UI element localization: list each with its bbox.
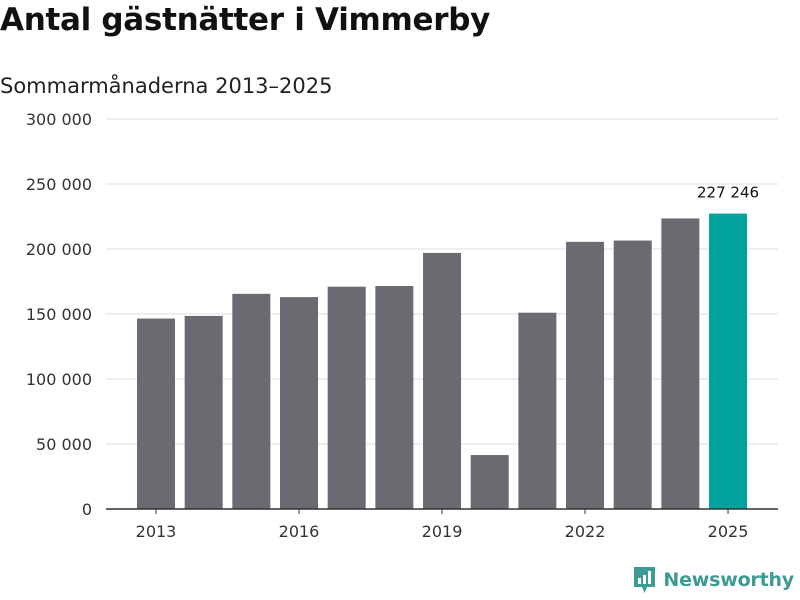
y-tick-label: 250 000 xyxy=(26,175,92,194)
x-tick-label: 2019 xyxy=(422,522,463,541)
x-axis-ticks: 2013 2016 2019 2022 2025 xyxy=(136,509,749,541)
bar-2025 xyxy=(709,213,748,509)
bar-2024 xyxy=(661,218,700,509)
bar-chart-icon xyxy=(634,567,656,593)
x-tick-label: 2016 xyxy=(279,522,320,541)
bars xyxy=(137,213,748,510)
x-tick-label: 2025 xyxy=(708,522,749,541)
y-tick-label: 150 000 xyxy=(26,305,92,324)
bar-2021 xyxy=(518,312,557,509)
bar-2019 xyxy=(423,252,462,509)
bar-2016 xyxy=(280,297,319,509)
newsworthy-logo: Newsworthy xyxy=(632,564,794,596)
y-axis-ticks: 0 50 000 100 000 150 000 200 000 250 000 300 0… xyxy=(26,110,92,519)
bar-2023 xyxy=(613,240,652,510)
y-tick-label: 300 000 xyxy=(26,110,92,129)
bar-2017 xyxy=(327,286,366,509)
x-tick-label: 2022 xyxy=(565,522,606,541)
x-tick-label: 2013 xyxy=(136,522,177,541)
bar-2013 xyxy=(137,318,175,509)
chart-title: Antal gästnätter i Vimmerby xyxy=(0,2,491,38)
y-tick-label: 50 000 xyxy=(36,435,92,454)
bar-2020 xyxy=(470,455,509,509)
highlight-value-label: 227 246 xyxy=(697,184,759,202)
chart-subtitle: Sommarmånaderna 2013–2025 xyxy=(0,74,333,98)
bar-2014 xyxy=(184,315,223,509)
y-tick-label: 0 xyxy=(82,500,92,519)
bar-2018 xyxy=(375,286,414,509)
data-labels: 227 246 xyxy=(697,184,759,202)
brand-name: Newsworthy xyxy=(663,569,794,591)
bar-2015 xyxy=(232,293,271,509)
y-tick-label: 200 000 xyxy=(26,240,92,259)
y-tick-label: 100 000 xyxy=(26,370,92,389)
bar-2022 xyxy=(566,241,605,509)
